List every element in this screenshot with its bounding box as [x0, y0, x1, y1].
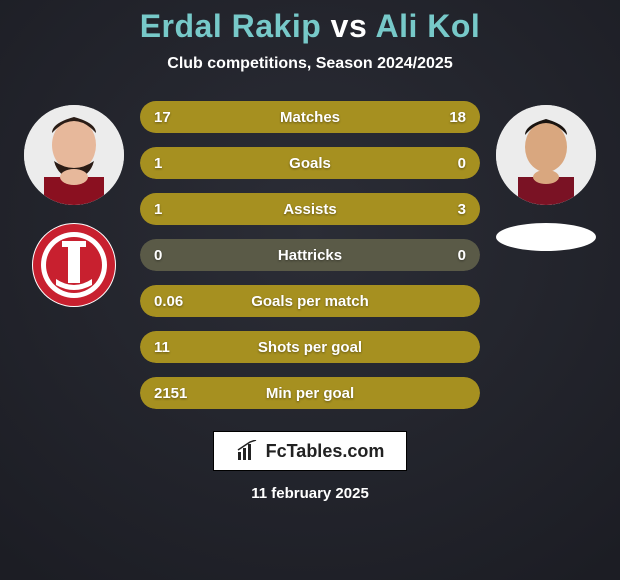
player-2-club-badge: [496, 223, 596, 251]
player-2-avatar: [496, 105, 596, 205]
stat-row: 2151 Min per goal: [140, 377, 480, 409]
stat-row: 17 Matches 18: [140, 101, 480, 133]
right-column: [496, 101, 596, 251]
brand-text: FcTables.com: [266, 441, 385, 462]
stat-value-left: 1: [154, 201, 162, 218]
stat-value-right: 3: [458, 201, 466, 218]
stat-label: Goals: [289, 155, 331, 172]
title-player-1: Erdal Rakip: [140, 8, 322, 44]
title-vs: vs: [331, 8, 368, 44]
stats-column: 17 Matches 18 1 Goals 0 1 Assists 3 0 Hattricks 0 0.…: [140, 101, 480, 409]
stat-fill-right: [225, 193, 480, 225]
stat-label: Matches: [280, 109, 340, 126]
stat-value-right: 0: [458, 155, 466, 172]
comparison-title: Erdal Rakip vs Ali Kol: [0, 8, 620, 45]
stat-value-left: 2151: [154, 385, 187, 402]
stat-value-left: 1: [154, 155, 162, 172]
stat-label: Min per goal: [266, 385, 354, 402]
stat-value-left: 17: [154, 109, 171, 126]
stat-row: 11 Shots per goal: [140, 331, 480, 363]
title-player-2: Ali Kol: [375, 8, 480, 44]
stat-fill-left: [140, 193, 225, 225]
stat-value-right: 18: [449, 109, 466, 126]
stat-row: 1 Assists 3: [140, 193, 480, 225]
brand-icon: [236, 440, 258, 462]
brand-badge: FcTables.com: [213, 431, 408, 471]
main-row: 17 Matches 18 1 Goals 0 1 Assists 3 0 Hattricks 0 0.…: [0, 101, 620, 409]
stat-value-left: 0: [154, 247, 162, 264]
left-column: [24, 101, 124, 307]
stat-label: Shots per goal: [258, 339, 362, 356]
date-line: 11 february 2025: [251, 485, 369, 502]
player-1-club-badge: [32, 223, 116, 307]
stat-label: Hattricks: [278, 247, 342, 264]
stat-row: 1 Goals 0: [140, 147, 480, 179]
stat-value-left: 0.06: [154, 293, 183, 310]
stat-value-left: 11: [154, 339, 170, 356]
footer: FcTables.com 11 february 2025: [0, 431, 620, 502]
stat-row: 0.06 Goals per match: [140, 285, 480, 317]
stat-label: Goals per match: [251, 293, 369, 310]
subtitle: Club competitions, Season 2024/2025: [0, 55, 620, 73]
player-1-avatar: [24, 105, 124, 205]
stat-label: Assists: [283, 201, 336, 218]
stat-value-right: 0: [458, 247, 466, 264]
stat-row: 0 Hattricks 0: [140, 239, 480, 271]
